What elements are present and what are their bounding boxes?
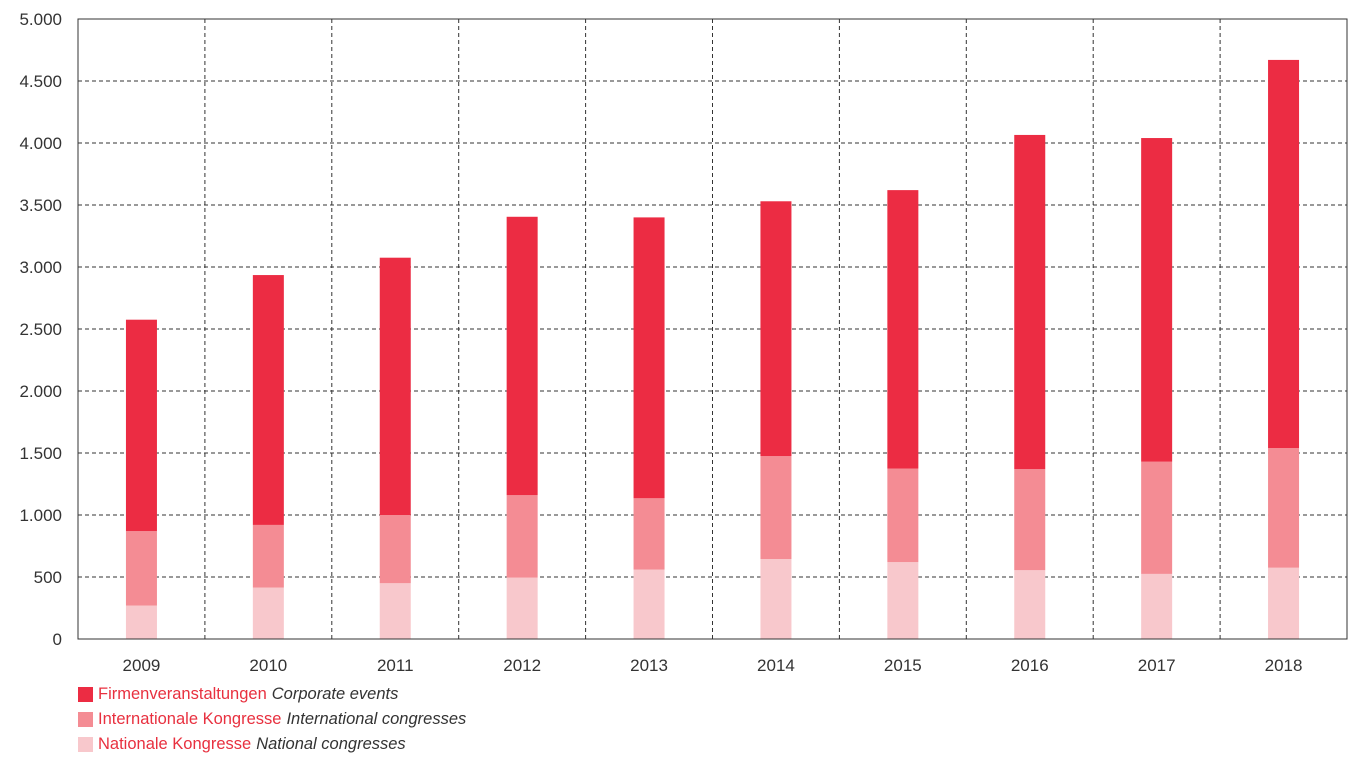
bar-segment — [887, 562, 919, 639]
x-tick-label: 2017 — [1138, 656, 1176, 675]
y-axis-tick-labels: 0 500 1.000 1.500 2.000 2.500 3.000 3.500 4.000 4… — [19, 10, 62, 649]
legend-label-de: Nationale Kongresse — [98, 735, 252, 753]
bar-segment — [1014, 570, 1046, 639]
x-tick-label: 2014 — [757, 656, 795, 675]
bar-segment — [506, 577, 538, 639]
x-tick-label: 2011 — [377, 656, 414, 675]
legend-swatch-national-congresses — [78, 737, 93, 752]
y-tick-label: 5.000 — [19, 10, 62, 29]
plot-frame — [77, 18, 1348, 640]
x-tick-label: 2013 — [630, 656, 668, 675]
bar-segment — [760, 559, 792, 639]
bar-segment — [125, 319, 157, 532]
bar-segment — [252, 524, 284, 588]
y-tick-label: 2.500 — [19, 320, 62, 339]
bar-segment — [760, 201, 792, 457]
x-tick-label: 2009 — [123, 656, 161, 675]
x-axis-tick-labels: 2009 2010 2011 2012 2013 2014 2015 2016 2017 2018 — [123, 656, 1303, 675]
y-tick-label: 0 — [53, 630, 62, 649]
x-tick-label: 2012 — [503, 656, 541, 675]
bar-segment — [1141, 573, 1173, 639]
bar-segment — [1141, 461, 1173, 574]
bar-segment — [1268, 448, 1300, 568]
legend-swatch-corporate-events — [78, 687, 93, 702]
stacked-bar-chart: 0 500 1.000 1.500 2.000 2.500 3.000 3.500 4.000 4… — [19, 10, 1348, 675]
legend-label-de: Firmenveranstaltungen — [98, 685, 267, 703]
y-tick-label: 4.000 — [19, 134, 62, 153]
legend-swatch-international-congresses — [78, 712, 93, 727]
bar-stacks — [125, 59, 1300, 639]
x-tick-label: 2016 — [1011, 656, 1049, 675]
bar-segment — [252, 587, 284, 639]
legend-item-national-congresses: Nationale Kongresse National congresses — [78, 732, 466, 757]
legend-label-de: Internationale Kongresse — [98, 710, 282, 728]
legend-label-en: Corporate events — [271, 685, 399, 703]
y-tick-label: 2.000 — [19, 382, 62, 401]
bar-segment — [760, 456, 792, 560]
legend-item-corporate-events: Firmenveranstaltungen Corporate events — [78, 682, 466, 707]
legend-label-en: International congresses — [286, 710, 467, 728]
bar-segment — [887, 468, 919, 563]
bar-segment — [379, 257, 411, 515]
x-tick-label: 2018 — [1265, 656, 1303, 675]
bar-segment — [1268, 59, 1300, 449]
bar-segment — [1014, 134, 1046, 470]
bar-segment — [379, 515, 411, 584]
bar-segment — [125, 605, 157, 639]
y-tick-label: 1.000 — [19, 506, 62, 525]
y-tick-label: 500 — [34, 568, 62, 587]
bar-segment — [506, 216, 538, 496]
bar-segment — [506, 495, 538, 578]
bar-segment — [252, 275, 284, 525]
bar-segment — [1268, 567, 1300, 639]
grid-lines — [78, 19, 1347, 639]
legend-item-international-congresses: Internationale Kongresse International c… — [78, 707, 466, 732]
bar-segment — [1141, 138, 1173, 462]
y-tick-label: 4.500 — [19, 72, 62, 91]
bar-segment — [887, 190, 919, 469]
y-tick-label: 3.000 — [19, 258, 62, 277]
x-tick-label: 2010 — [249, 656, 287, 675]
bar-segment — [1014, 469, 1046, 571]
legend-label-en: National congresses — [256, 735, 406, 753]
legend: Firmenveranstaltungen Corporate events I… — [78, 682, 466, 757]
bar-segment — [379, 583, 411, 639]
y-tick-label: 3.500 — [19, 196, 62, 215]
bar-segment — [633, 217, 665, 499]
x-tick-label: 2015 — [884, 656, 922, 675]
bar-segment — [633, 498, 665, 570]
y-tick-label: 1.500 — [19, 444, 62, 463]
bar-segment — [633, 569, 665, 639]
bar-segment — [125, 531, 157, 606]
